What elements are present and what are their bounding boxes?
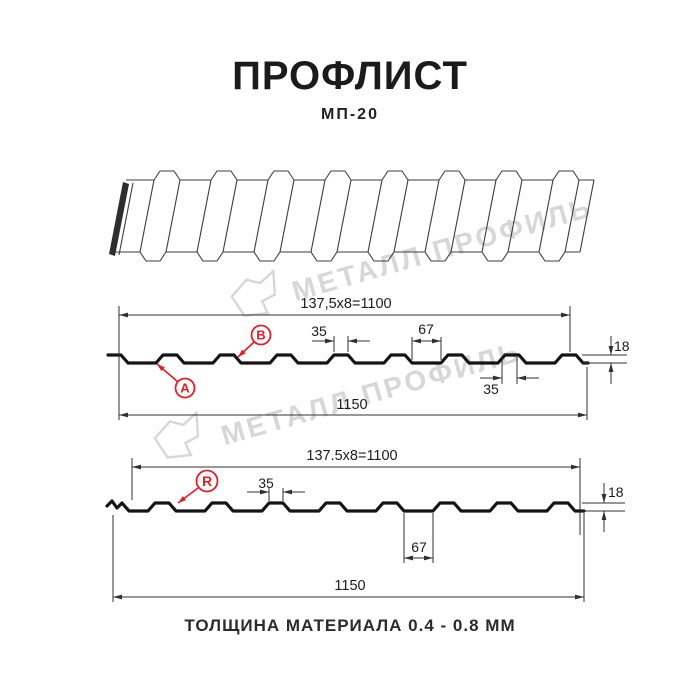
material-thickness-caption: ТОЛЩИНА МАТЕРИАЛА 0.4 - 0.8 ММ	[184, 616, 516, 635]
marker-b: B	[250, 324, 272, 346]
marker-r-letter: R	[202, 473, 212, 489]
dim-label-height: 18	[614, 338, 630, 354]
dim-label-rib-top-width: 35	[311, 323, 327, 339]
watermark-text: МЕТАЛЛ ПРОФИЛЬ	[218, 336, 525, 452]
marker-r-circle	[195, 469, 219, 493]
marker-a: A	[174, 377, 196, 399]
marker-b-circle	[250, 324, 272, 346]
dim-label-module-span: 137,5x8=1100	[300, 296, 391, 312]
dim-label-module-span: 137.5x8=1100	[306, 448, 397, 464]
marker-r: R	[195, 469, 219, 493]
marker-b-letter: B	[256, 328, 265, 343]
dim-label-rib-base-width: 35	[483, 381, 499, 397]
profile-top-labels: 137,5x8=1100 35 67 18 35 1150	[300, 296, 629, 413]
watermark-center: МЕТАЛЛ ПРОФИЛЬ	[230, 191, 596, 317]
profile-bottom-labels: 137.5x8=1100 35 18 67 1150	[258, 448, 624, 594]
header: ПРОФЛИСТ МП-20	[0, 56, 700, 124]
page-title: ПРОФЛИСТ	[232, 54, 468, 98]
metal-profile-logo-icon	[153, 410, 200, 459]
dim-label-rib-top-width: 35	[258, 475, 274, 491]
dim-label-overall-width: 1150	[334, 578, 365, 594]
dim-label-valley-width: 67	[418, 321, 434, 337]
marker-a-letter: A	[180, 381, 190, 396]
metal-profile-logo-icon	[230, 268, 277, 317]
dim-label-overall-width: 1150	[336, 397, 367, 413]
drawing-geometry	[105, 170, 627, 602]
dim-label-height: 18	[608, 484, 624, 500]
marker-a-circle	[174, 377, 196, 399]
page-subtitle: МП-20	[321, 106, 379, 123]
watermark-text: МЕТАЛЛ ПРОФИЛЬ	[289, 191, 596, 307]
dim-label-valley-width: 67	[411, 539, 427, 555]
